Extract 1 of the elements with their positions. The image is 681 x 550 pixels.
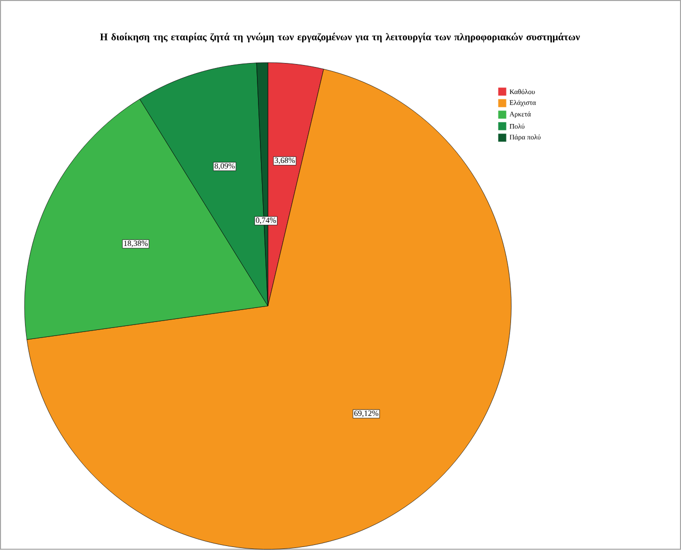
chart-title: Η διοίκηση της εταιρίας ζητά τη γνώμη των εργαζομένων για τη λειτουργία των πληροφοριακών συστημάτων (100, 32, 580, 42)
